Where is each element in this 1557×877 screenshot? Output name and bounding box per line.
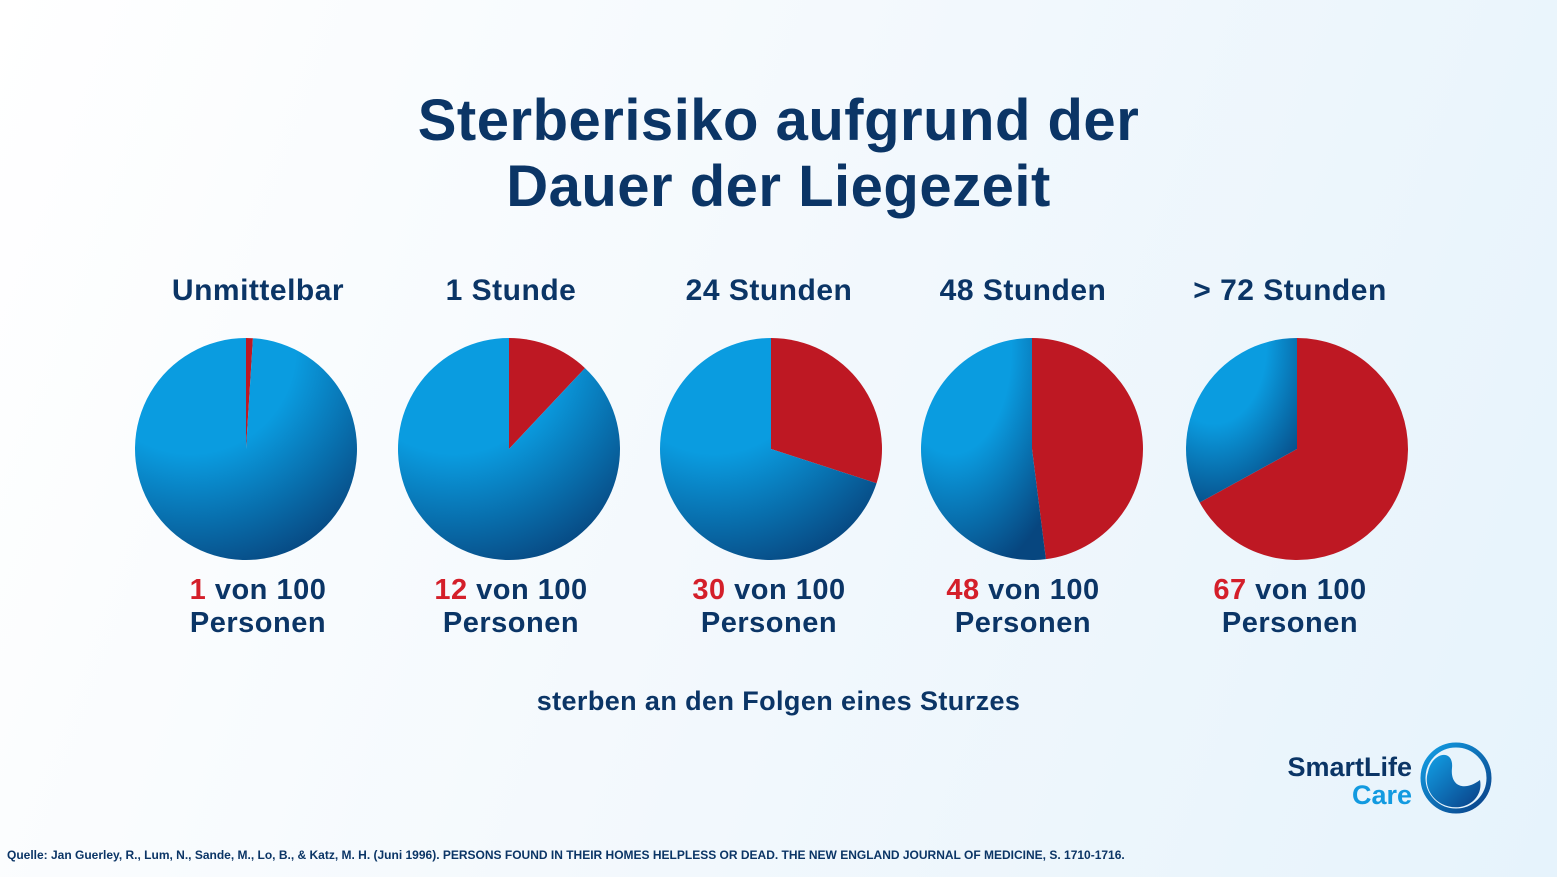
pie-slice-survivors — [1186, 338, 1297, 503]
pie-chart-1 — [398, 338, 620, 560]
pie-label-4: > 72 Stunden — [1160, 270, 1420, 312]
pie-slice-deaths — [1199, 338, 1408, 560]
pie-slice-survivors — [660, 338, 877, 560]
pie-slice-survivors — [921, 338, 1046, 560]
death-count: 12 — [434, 574, 468, 606]
caption-line2: Personen — [1221, 607, 1359, 639]
pie-chart-4 — [1186, 338, 1408, 560]
pie-slice-deaths — [509, 338, 585, 449]
death-count: 1 — [189, 574, 207, 606]
pie-title-4: > 72 Stunden — [1193, 274, 1387, 307]
pie-label-0: Unmittelbar — [128, 270, 388, 312]
pie-title-3: 48 Stunden — [939, 274, 1107, 307]
caption-rest: von 100 — [979, 574, 1100, 606]
pie-caption-4: 67 von 100 Personen — [1160, 574, 1420, 640]
summary-text: sterben an den Folgen eines Sturzes — [536, 686, 1021, 716]
pie-caption-3: 48 von 100 Personen — [893, 574, 1153, 640]
title-line-2: Dauer der Liegezeit — [506, 154, 1051, 219]
caption-line2: Personen — [954, 607, 1092, 639]
pie-caption-1: 12 von 100 Personen — [381, 574, 641, 640]
pie-slice-deaths — [771, 338, 882, 484]
wave-circle-icon — [1420, 742, 1492, 814]
caption-line2: Personen — [442, 607, 580, 639]
pie-chart-3 — [921, 338, 1144, 560]
caption-rest: von 100 — [206, 574, 327, 606]
page-title: Sterberisiko aufgrund der Dauer der Lieg… — [0, 88, 1557, 220]
pie-slice-survivors — [134, 338, 357, 560]
pie-slice-deaths — [1032, 338, 1144, 560]
caption-line2: Personen — [189, 607, 327, 639]
caption-line2: Personen — [700, 607, 838, 639]
pie-caption-0: 1 von 100 Personen — [128, 574, 388, 640]
death-count: 48 — [946, 574, 980, 606]
pie-title-2: 24 Stunden — [685, 274, 853, 307]
pie-label-2: 24 Stunden — [639, 270, 899, 312]
pie-chart-0 — [134, 338, 357, 560]
caption-rest: von 100 — [725, 574, 846, 606]
logo-line-1: SmartLife — [1287, 752, 1412, 782]
caption-rest: von 100 — [467, 574, 588, 606]
death-count: 67 — [1213, 574, 1247, 606]
death-count: 30 — [692, 574, 726, 606]
pie-title-1: 1 Stunde — [445, 274, 577, 307]
caption-rest: von 100 — [1246, 574, 1367, 606]
pie-chart-2 — [660, 338, 882, 560]
source-citation: Quelle: Jan Guerley, R., Lum, N., Sande,… — [7, 848, 1125, 862]
title-line-1: Sterberisiko aufgrund der — [417, 88, 1140, 153]
pie-label-3: 48 Stunden — [893, 270, 1153, 312]
pie-label-1: 1 Stunde — [381, 270, 641, 312]
pie-slice-deaths — [246, 338, 253, 449]
logo-line-2: Care — [1351, 780, 1412, 810]
pie-caption-2: 30 von 100 Personen — [639, 574, 899, 640]
pie-title-0: Unmittelbar — [171, 274, 345, 307]
pie-slice-survivors — [398, 338, 620, 560]
